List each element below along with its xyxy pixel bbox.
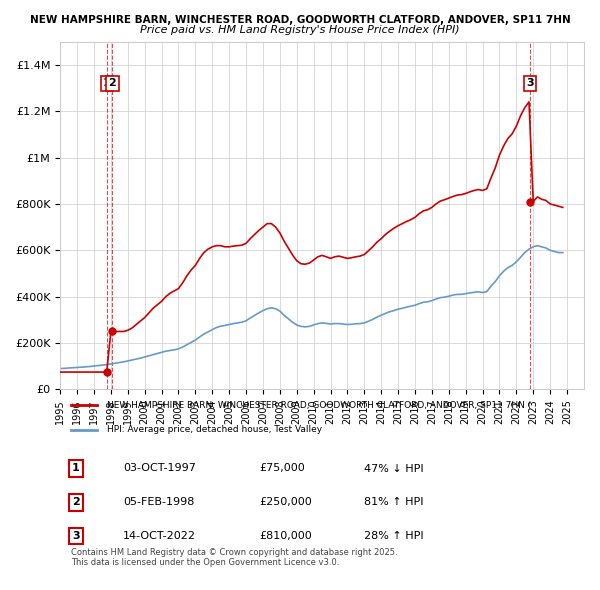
Text: NEW HAMPSHIRE BARN, WINCHESTER ROAD, GOODWORTH CLATFORD, ANDOVER, SP11 7HN: NEW HAMPSHIRE BARN, WINCHESTER ROAD, GOO… (29, 15, 571, 25)
Text: 3: 3 (526, 78, 533, 88)
Text: £810,000: £810,000 (259, 531, 312, 541)
Text: 28% ↑ HPI: 28% ↑ HPI (364, 531, 424, 541)
Text: 1: 1 (103, 78, 110, 88)
Text: 2: 2 (72, 497, 80, 507)
Text: 05-FEB-1998: 05-FEB-1998 (123, 497, 194, 507)
Text: £75,000: £75,000 (259, 464, 305, 474)
Text: 2: 2 (109, 78, 116, 88)
Text: 03-OCT-1997: 03-OCT-1997 (123, 464, 196, 474)
Text: 47% ↓ HPI: 47% ↓ HPI (364, 464, 424, 474)
Text: 81% ↑ HPI: 81% ↑ HPI (364, 497, 424, 507)
Text: HPI: Average price, detached house, Test Valley: HPI: Average price, detached house, Test… (107, 425, 322, 434)
Text: 3: 3 (72, 531, 80, 541)
Text: NEW HAMPSHIRE BARN, WINCHESTER ROAD, GOODWORTH CLATFORD, ANDOVER, SP11 7HN (: NEW HAMPSHIRE BARN, WINCHESTER ROAD, GOO… (107, 401, 532, 409)
Text: 1: 1 (72, 464, 80, 474)
Text: 14-OCT-2022: 14-OCT-2022 (123, 531, 196, 541)
Text: Price paid vs. HM Land Registry's House Price Index (HPI): Price paid vs. HM Land Registry's House … (140, 25, 460, 35)
Text: Contains HM Land Registry data © Crown copyright and database right 2025.
This d: Contains HM Land Registry data © Crown c… (71, 548, 397, 567)
Text: £250,000: £250,000 (259, 497, 312, 507)
